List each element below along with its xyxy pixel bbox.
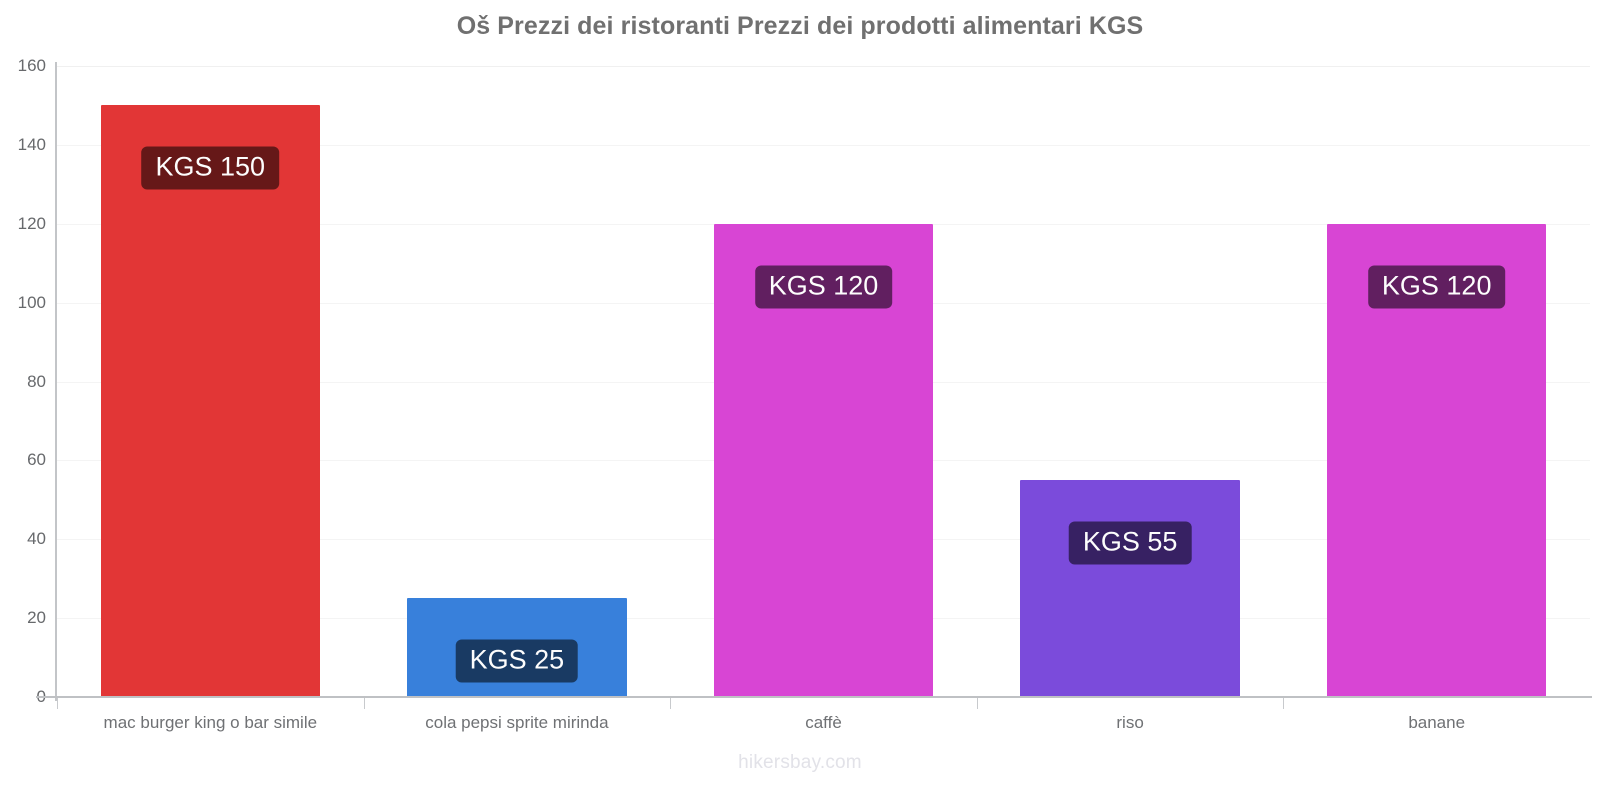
- gridline: [57, 144, 1590, 146]
- y-axis-tick-label: 40: [27, 529, 46, 549]
- footer-brand: hikersbay.com: [738, 752, 862, 773]
- bar-value-label: KGS 25: [455, 639, 579, 683]
- x-axis-tick: [1283, 698, 1285, 709]
- y-axis-tick-label: 100: [17, 292, 46, 312]
- chart-title: Oš Prezzi dei ristoranti Prezzi dei prod…: [456, 12, 1144, 40]
- x-axis-category-label: riso: [1116, 713, 1144, 732]
- x-axis-tick: [57, 698, 58, 709]
- bar-value-label: KGS 150: [141, 146, 280, 190]
- bar-value-label: KGS 55: [1068, 521, 1192, 565]
- x-axis-tick: [670, 698, 672, 709]
- gridline: [57, 66, 1590, 67]
- y-axis-tick-label: 80: [27, 371, 46, 391]
- y-axis-tick-label: 60: [27, 450, 46, 470]
- bar[interactable]: [100, 105, 320, 697]
- x-axis-tick: [976, 698, 978, 709]
- x-axis-category-label: caffè: [805, 713, 842, 732]
- bar-value-label: KGS 120: [754, 265, 893, 309]
- y-axis-tick-label: 160: [17, 56, 46, 75]
- x-axis-category-label: cola pepsi sprite mirinda: [425, 713, 609, 732]
- plot-area: KGS 150 KGS 25 KGS 120 KGS 55 KGS 120: [57, 66, 1590, 697]
- y-axis-tick-label: 20: [27, 608, 46, 628]
- y-axis-tick-label: 120: [17, 213, 46, 233]
- x-axis-line: [36, 696, 1592, 698]
- x-axis-tick: [363, 698, 365, 709]
- bar[interactable]: [1020, 480, 1240, 697]
- x-axis-category-label: banane: [1408, 713, 1466, 732]
- x-axis-category-label: mac burger king o bar simile: [103, 713, 318, 732]
- y-axis-tick-label: 140: [17, 134, 46, 154]
- bar-value-label: KGS 120: [1367, 265, 1506, 309]
- y-axis-line: [55, 62, 57, 701]
